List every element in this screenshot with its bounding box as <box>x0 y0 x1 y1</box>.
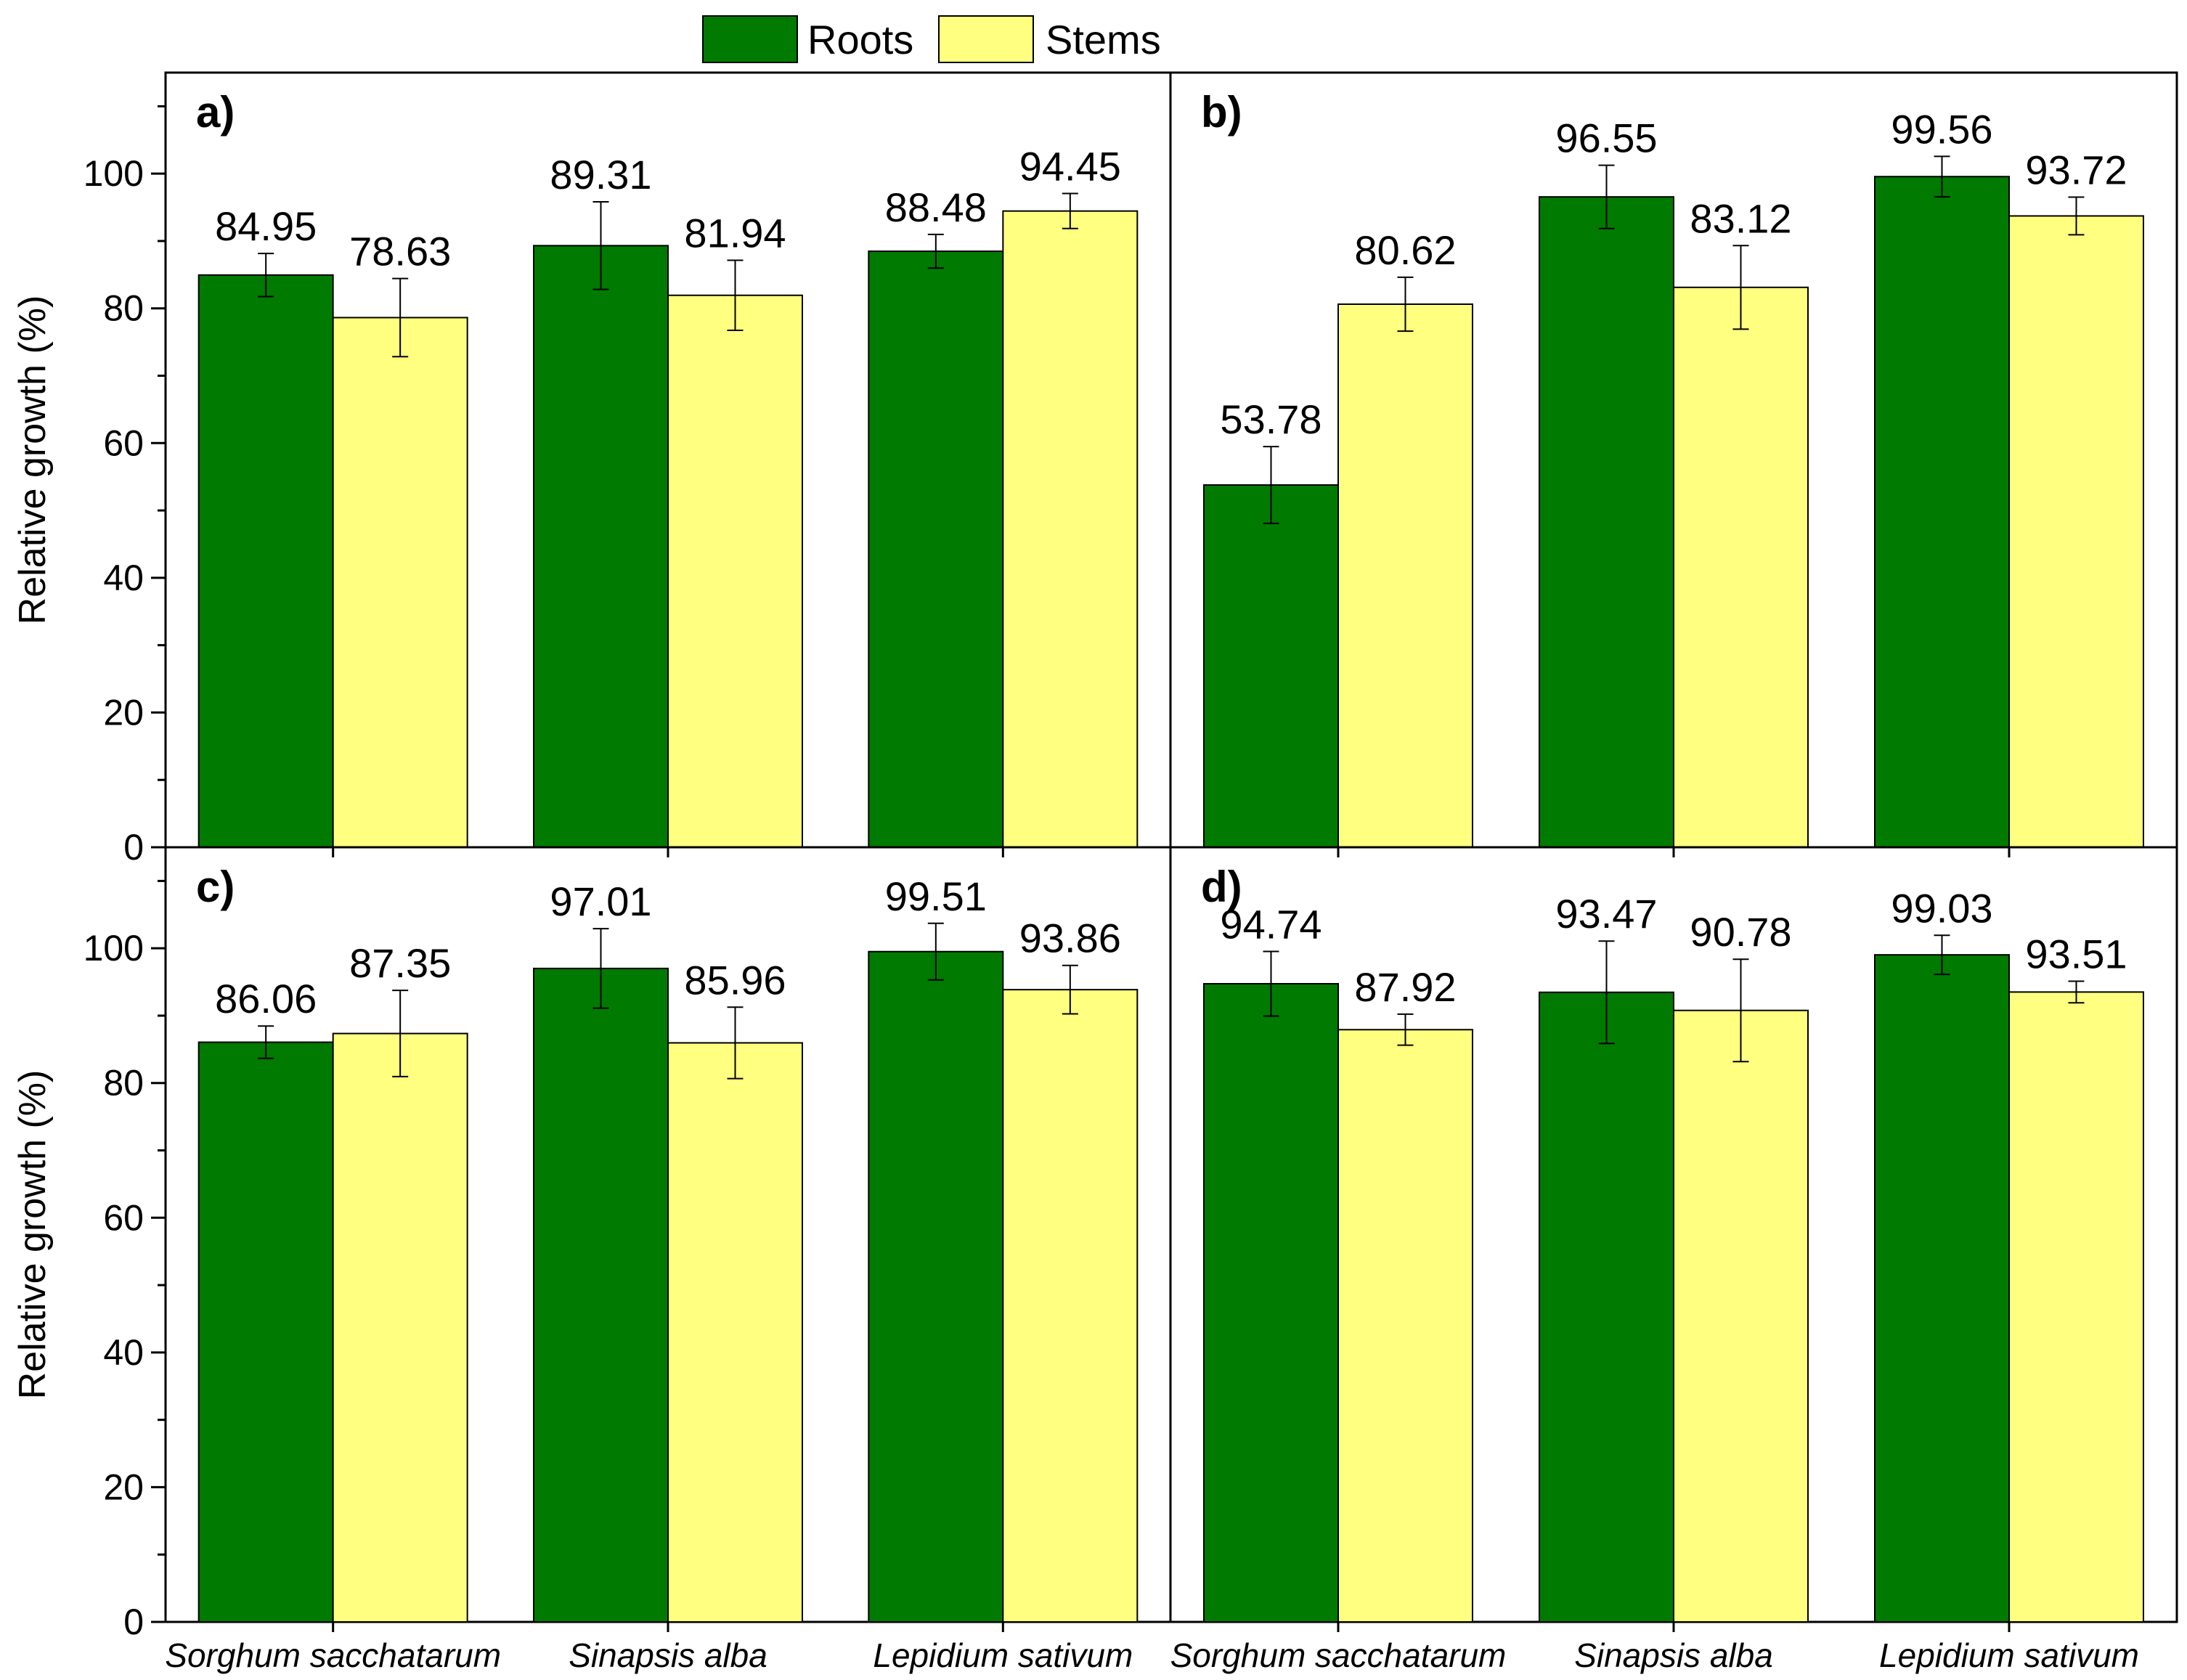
data-label: 78.63 <box>349 229 451 274</box>
bar-stems <box>2008 215 2144 848</box>
data-label: 85.96 <box>684 957 786 1003</box>
bar-roots <box>533 967 669 1623</box>
x-category-label: Sinapsis alba <box>569 1636 767 1674</box>
bar-stems <box>1002 210 1139 848</box>
data-label: 99.56 <box>1891 106 1992 152</box>
y-tick-label: 60 <box>103 1197 144 1238</box>
plot-area: a) 0 20 40 60 80 100 Relative growth (%) 84.95 89… <box>12 71 2178 1674</box>
y-tick-label: 60 <box>103 423 144 463</box>
bar-stems <box>1673 286 1809 848</box>
data-label: 99.51 <box>885 873 987 919</box>
bar-stems <box>667 294 803 848</box>
data-label: 90.78 <box>1690 909 1791 955</box>
legend-label-stems: Stems <box>1046 17 1161 62</box>
y-tick-label: 80 <box>103 1063 144 1104</box>
x-category-label: Lepidium sativum <box>1879 1636 2139 1674</box>
data-label: 93.72 <box>2025 147 2127 192</box>
bar-stems <box>1337 303 1473 848</box>
bar-stems <box>332 1032 468 1623</box>
bar-roots <box>197 274 334 848</box>
panel-b: b) 53.78 96.55 99.56 80.62 83.12 93.72 <box>1169 71 2178 857</box>
y-axis-title: Relative growth (%) <box>12 295 54 625</box>
data-label: 86.06 <box>215 976 317 1022</box>
y-tick-label: 100 <box>84 928 144 969</box>
legend-swatch-stems <box>938 15 1034 63</box>
panel-label: a) <box>196 88 235 136</box>
bar-roots <box>868 250 1004 849</box>
data-label: 89.31 <box>550 152 651 197</box>
legend-label-roots: Roots <box>807 17 913 62</box>
data-label: 96.55 <box>1555 115 1657 161</box>
panel-label: c) <box>196 863 235 911</box>
bar-roots <box>533 245 669 848</box>
y-tick-label: 0 <box>123 827 144 868</box>
bar-stems <box>1002 989 1139 1623</box>
bar-stems <box>1337 1029 1473 1623</box>
data-label: 80.62 <box>1354 227 1456 273</box>
data-label: 94.45 <box>1019 144 1121 189</box>
x-category-label: Sinapsis alba <box>1574 1636 1773 1674</box>
bar-roots <box>1539 991 1674 1623</box>
data-label: 87.35 <box>349 940 451 986</box>
data-label: 93.86 <box>1019 916 1121 961</box>
data-label: 97.01 <box>550 878 651 924</box>
panel-a: a) 0 20 40 60 80 100 Relative growth (%) 84.95 89… <box>12 71 1172 868</box>
data-label: 53.78 <box>1220 396 1321 442</box>
bar-stems <box>2008 991 2144 1623</box>
x-category-label: Sorghum sacchatarum <box>1170 1636 1507 1674</box>
data-label: 93.51 <box>2025 931 2127 977</box>
data-label: 94.74 <box>1220 901 1321 947</box>
legend-swatch-roots <box>702 15 798 63</box>
data-label: 83.12 <box>1690 195 1791 241</box>
y-tick-label: 40 <box>103 1332 144 1373</box>
y-tick-label: 20 <box>103 692 144 733</box>
bar-roots <box>197 1041 334 1623</box>
data-label: 93.47 <box>1555 891 1657 937</box>
bar-stems <box>667 1042 803 1623</box>
data-label: 87.92 <box>1354 964 1456 1010</box>
y-axis-title: Relative growth (%) <box>12 1070 54 1400</box>
legend: Roots Stems <box>702 15 1161 63</box>
y-tick-label: 0 <box>123 1602 144 1642</box>
panel-label: d) <box>1201 863 1242 911</box>
bar-roots <box>1539 196 1674 848</box>
data-label: 88.48 <box>885 184 987 230</box>
y-tick-label: 80 <box>103 288 144 329</box>
panel-label: b) <box>1201 88 1242 136</box>
panel-d: d) Sorghum sacchatarum Sinapsis alba Lepidi… <box>1169 846 2178 1674</box>
x-category-label: Lepidium sativum <box>873 1636 1133 1674</box>
bar-roots <box>1203 982 1339 1623</box>
bar-roots <box>1874 176 2010 848</box>
y-tick-label: 100 <box>84 153 144 194</box>
bar-stems <box>332 317 468 849</box>
data-label: 99.03 <box>1891 885 1992 931</box>
bar-roots <box>1203 484 1339 848</box>
data-label: 84.95 <box>215 203 317 249</box>
bar-stems <box>1673 1009 1809 1623</box>
panel-c: c) 0 20 40 60 80 100 Relative growth (%) Sorghum… <box>12 846 1172 1674</box>
y-tick-label: 40 <box>103 558 144 598</box>
y-tick-label: 20 <box>103 1467 144 1507</box>
bar-roots <box>1874 954 2010 1623</box>
data-label: 81.94 <box>684 210 786 256</box>
x-category-label: Sorghum sacchatarum <box>165 1636 501 1674</box>
bar-roots <box>868 950 1004 1623</box>
